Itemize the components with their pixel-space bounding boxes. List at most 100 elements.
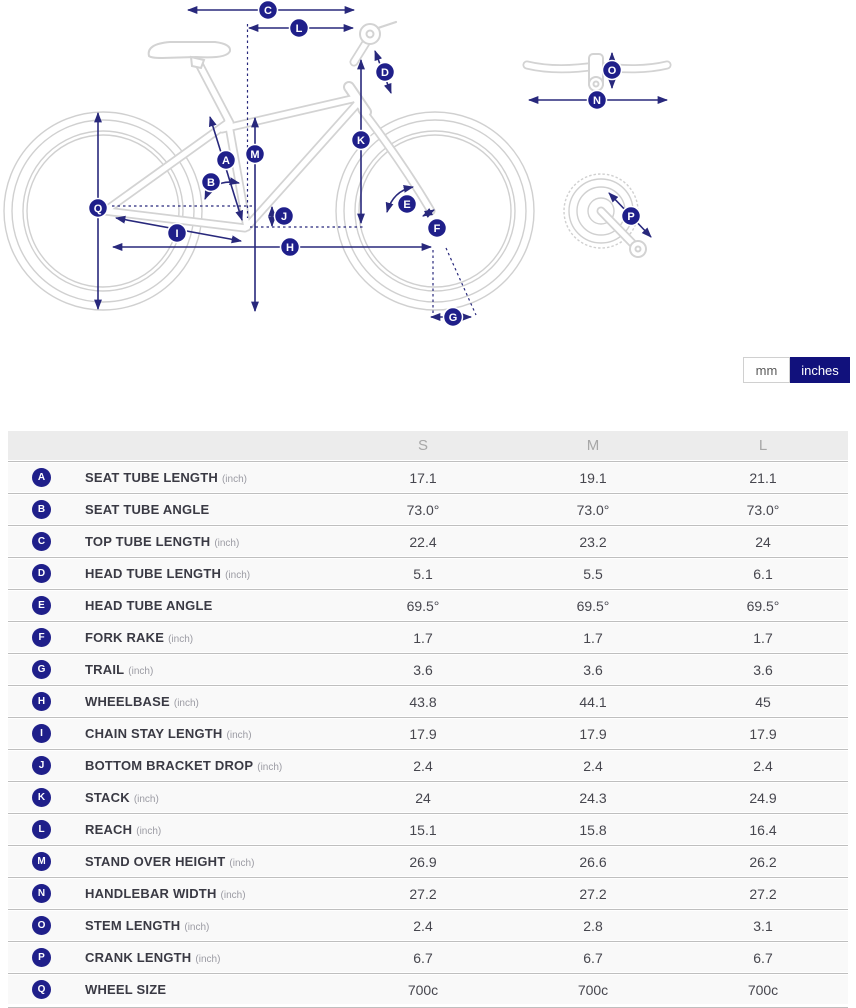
row-label-text: CRANK LENGTH [85,949,192,965]
svg-text:J: J [281,211,287,223]
row-letter-badge: O [32,916,51,935]
table-row: B SEAT TUBE ANGLE 73.0° 73.0° 73.0° [8,493,848,524]
row-letter-badge: P [32,948,51,967]
value-cell: 1.7 [413,629,433,646]
handlebar-top-view [527,53,667,92]
value-cell: 17.1 [409,469,437,486]
svg-text:K: K [357,135,365,147]
table-row: P CRANK LENGTH (inch) 6.7 6.7 6.7 [8,941,848,972]
row-label: STEM LENGTH (inch) [85,917,338,935]
svg-text:D: D [381,67,389,79]
unit-toggle: mm inches [0,357,850,383]
row-letter-badge: F [32,628,51,647]
value-cell: 700c [407,981,439,998]
marker-H: H [279,236,301,258]
row-label-text: STAND OVER HEIGHT [85,853,226,869]
row-letter-badge: E [32,596,51,615]
table-row: I CHAIN STAY LENGTH (inch) 17.9 17.9 17.9 [8,717,848,748]
table-row: O STEM LENGTH (inch) 2.4 2.8 3.1 [8,909,848,940]
value-cell: 26.6 [579,853,607,870]
value-cell: 69.5° [406,597,440,614]
row-letter-badge: D [32,564,51,583]
column-header: L [758,437,768,454]
row-label-text: STEM LENGTH [85,917,181,933]
dim-E-head-angle-arc [385,184,415,213]
diagram-letter-markers: A B C D E F G H I J K L M N O P Q [87,0,642,328]
value-cell: 26.9 [409,853,437,870]
value-cell: 700c [747,981,779,998]
marker-I: I [166,222,188,244]
saddle [147,41,232,60]
row-unit-label: (inch) [257,761,283,773]
svg-text:H: H [286,242,294,254]
svg-text:O: O [608,65,617,77]
row-label-text: SEAT TUBE LENGTH [85,469,218,485]
row-letter-badge: G [32,660,51,679]
row-unit-label: (inch) [221,473,247,485]
value-cell: 43.8 [409,693,437,710]
value-cell: 27.2 [579,885,607,902]
marker-C: C [257,0,279,21]
marker-N: N [586,89,608,111]
row-unit-label: (inch) [173,697,199,709]
row-label-text: SEAT TUBE ANGLE [85,501,210,517]
marker-D: D [374,61,396,83]
row-label: BOTTOM BRACKET DROP (inch) [85,757,338,775]
value-cell: 3.6 [583,661,603,678]
row-label-text: FORK RAKE [85,629,165,645]
value-cell: 73.0° [576,501,610,518]
row-label: WHEEL SIZE [85,981,338,999]
row-label: HANDLEBAR WIDTH (inch) [85,885,338,903]
svg-text:A: A [222,155,230,167]
row-unit-label: (inch) [128,665,154,677]
row-letter-badge: L [32,820,51,839]
row-label: TRAIL (inch) [85,661,338,679]
value-cell: 17.9 [749,725,777,742]
table-row: J BOTTOM BRACKET DROP (inch) 2.4 2.4 2.4 [8,749,848,780]
value-cell: 27.2 [749,885,777,902]
row-letter-badge: C [32,532,51,551]
value-cell: 26.2 [749,853,777,870]
table-row: E HEAD TUBE ANGLE 69.5° 69.5° 69.5° [8,589,848,620]
marker-A: A [215,149,237,171]
row-label: CRANK LENGTH (inch) [85,949,338,967]
value-cell: 1.7 [753,629,773,646]
dim-F-fork-rake [422,208,435,218]
row-unit-label: (inch) [184,921,210,933]
value-cell: 2.4 [753,757,773,774]
inches-toggle-button[interactable]: inches [790,357,850,383]
row-letter-badge: N [32,884,51,903]
row-unit-label: (inch) [168,633,194,645]
row-label: CHAIN STAY LENGTH (inch) [85,725,338,743]
svg-text:B: B [207,177,215,189]
value-cell: 3.1 [753,917,773,934]
value-cell: 17.9 [409,725,437,742]
value-cell: 24.9 [749,789,777,806]
mm-toggle-button[interactable]: mm [743,357,790,383]
svg-text:G: G [449,312,458,324]
value-cell: 2.8 [583,917,603,934]
svg-text:Q: Q [94,203,103,215]
value-cell: 45 [755,693,771,710]
marker-M: M [244,143,266,165]
value-cell: 5.5 [583,565,603,582]
row-label: SEAT TUBE ANGLE [85,501,338,519]
brake-lever [376,20,398,30]
rear-wheel [3,111,203,311]
row-label: STACK (inch) [85,789,338,807]
row-label-text: WHEEL SIZE [85,981,167,997]
row-label-text: BOTTOM BRACKET DROP [85,757,254,773]
row-label-text: CHAIN STAY LENGTH [85,725,223,741]
value-cell: 2.4 [413,757,433,774]
row-unit-label: (inch) [195,953,221,965]
row-label: TOP TUBE LENGTH (inch) [85,533,338,551]
marker-E: E [396,193,418,215]
marker-G: G [442,306,464,328]
row-label-text: TRAIL [85,661,125,677]
value-cell: 27.2 [409,885,437,902]
svg-text:M: M [250,149,259,161]
row-label: SEAT TUBE LENGTH (inch) [85,469,338,487]
row-unit-label: (inch) [225,569,251,581]
